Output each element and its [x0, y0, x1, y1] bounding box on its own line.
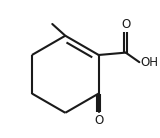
Text: OH: OH	[140, 56, 158, 69]
Text: O: O	[121, 18, 130, 31]
Text: O: O	[94, 114, 103, 127]
